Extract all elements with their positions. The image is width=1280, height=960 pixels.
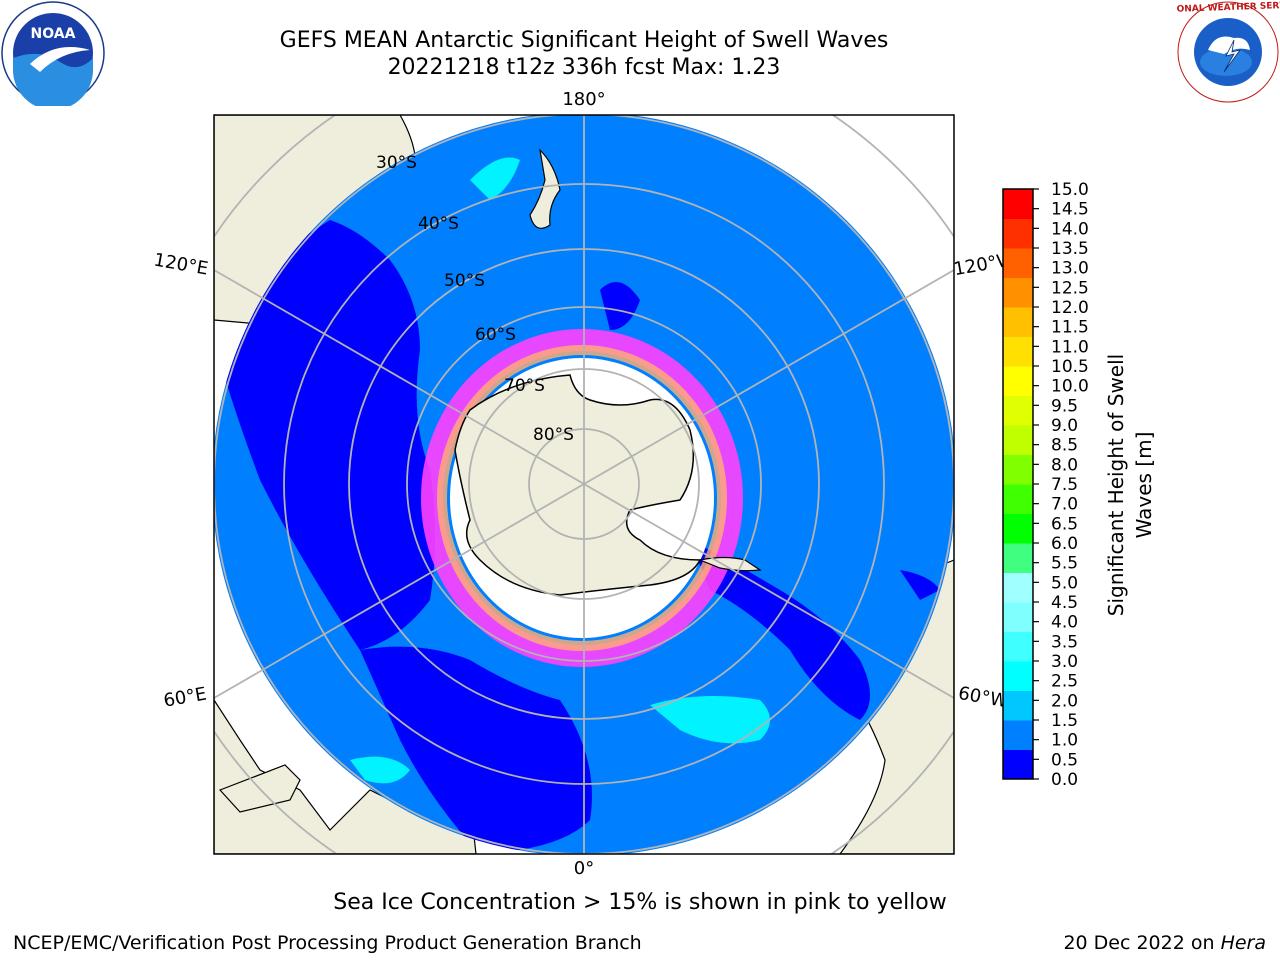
colorbar-segment bbox=[1003, 277, 1033, 308]
lat-label-30s: 30°S bbox=[376, 153, 417, 173]
lat-label-80s: 80°S bbox=[533, 425, 574, 445]
lat-label-60s: 60°S bbox=[475, 325, 516, 345]
colorbar-segment bbox=[1003, 543, 1033, 573]
colorbar-tick-label: 0.0 bbox=[1051, 770, 1078, 790]
map-area: 30°S 40°S 50°S 60°S 70°S 80°S bbox=[214, 115, 954, 854]
colorbar-tick-label: 9.5 bbox=[1051, 396, 1078, 416]
colorbar-tick-label: 6.0 bbox=[1051, 534, 1078, 554]
nws-logo: NATIONAL WEATHER SERVICE bbox=[1176, 0, 1280, 103]
colorbar-segment bbox=[1003, 602, 1033, 632]
colorbar-label-line1: Significant Height of Swell bbox=[1104, 354, 1128, 616]
colorbar-label-line2: Waves [m] bbox=[1132, 432, 1156, 539]
colorbar-tick-label: 11.0 bbox=[1051, 337, 1089, 357]
graticule bbox=[214, 115, 954, 854]
chart-title: GEFS MEAN Antarctic Significant Height o… bbox=[279, 28, 889, 53]
nws-logo-text: NATIONAL WEATHER SERVICE bbox=[1176, 0, 1280, 15]
colorbar-segment bbox=[1003, 366, 1033, 396]
colorbar-segment bbox=[1003, 336, 1033, 367]
swell-mid-regions bbox=[350, 157, 770, 784]
colorbar-segment bbox=[1003, 513, 1033, 544]
credit-host: Hera bbox=[1220, 932, 1266, 954]
lat-label-50s: 50°S bbox=[444, 271, 485, 291]
colorbar-tick-label: 12.0 bbox=[1051, 298, 1089, 318]
colorbar-tick-label: 3.0 bbox=[1051, 652, 1078, 672]
map-frame bbox=[213, 114, 955, 855]
colorbar-tick-label: 1.0 bbox=[1051, 731, 1078, 751]
colorbar-tick-label: 7.5 bbox=[1051, 475, 1078, 495]
colorbar-segment bbox=[1003, 218, 1033, 249]
lon-label-60e: 60°E bbox=[162, 683, 208, 711]
colorbar-tick-label: 10.0 bbox=[1051, 377, 1089, 397]
credit-date: 20 Dec 2022 on Hera bbox=[1063, 932, 1266, 954]
lon-label-120e: 120°E bbox=[152, 249, 210, 279]
colorbar-tick-label: 5.0 bbox=[1051, 573, 1078, 593]
colorbar-tick-label: 10.5 bbox=[1051, 357, 1089, 377]
colorbar-tick-label: 9.0 bbox=[1051, 416, 1078, 436]
colorbar-segment bbox=[1003, 631, 1033, 662]
colorbar-tick-label: 14.5 bbox=[1051, 200, 1089, 220]
sea-ice-note: Sea Ice Concentration > 15% is shown in … bbox=[333, 890, 947, 915]
colorbar-tick-label: 14.0 bbox=[1051, 219, 1089, 239]
colorbar-tick-label: 6.5 bbox=[1051, 514, 1078, 534]
colorbar-segment bbox=[1003, 661, 1033, 691]
colorbar-tick-label: 12.5 bbox=[1051, 278, 1089, 298]
antarctica bbox=[454, 374, 702, 596]
colorbar: 0.00.51.01.52.02.53.03.54.04.55.05.56.06… bbox=[1002, 180, 1089, 790]
colorbar-segment bbox=[1003, 189, 1033, 219]
new-zealand bbox=[529, 148, 561, 229]
colorbar-segment bbox=[1003, 749, 1033, 780]
colorbar-tick-label: 7.0 bbox=[1051, 495, 1078, 515]
colorbar-tick-label: 11.5 bbox=[1051, 318, 1089, 338]
colorbar-tick-label: 1.5 bbox=[1051, 711, 1078, 731]
colorbar-segment bbox=[1003, 690, 1033, 721]
credit-date-text: 20 Dec 2022 on bbox=[1063, 932, 1221, 954]
noaa-logo-text: NOAA bbox=[31, 26, 76, 42]
colorbar-segment bbox=[1003, 484, 1033, 514]
colorbar-segment bbox=[1003, 572, 1033, 603]
colorbar-tick-label: 15.0 bbox=[1051, 180, 1089, 200]
lon-label-180: 180° bbox=[562, 89, 605, 110]
colorbar-segment bbox=[1003, 395, 1033, 426]
colorbar-segment bbox=[1003, 720, 1033, 750]
colorbar-tick-label: 13.5 bbox=[1051, 239, 1089, 259]
colorbar-tick-label: 8.5 bbox=[1051, 436, 1078, 456]
colorbar-tick-label: 13.0 bbox=[1051, 259, 1089, 279]
lat-label-70s: 70°S bbox=[504, 376, 545, 396]
colorbar-tick-label: 8.0 bbox=[1051, 455, 1078, 475]
noaa-logo: NOAA bbox=[1, 1, 105, 106]
colorbar-tick-label: 3.5 bbox=[1051, 632, 1078, 652]
colorbar-segment bbox=[1003, 425, 1033, 455]
colorbar-tick-label: 2.5 bbox=[1051, 672, 1078, 692]
credit-branch: NCEP/EMC/Verification Post Processing Pr… bbox=[13, 932, 642, 954]
colorbar-segment bbox=[1003, 248, 1033, 278]
colorbar-tick-label: 2.0 bbox=[1051, 691, 1078, 711]
colorbar-tick-label: 4.5 bbox=[1051, 593, 1078, 613]
lon-label-0: 0° bbox=[574, 858, 594, 879]
lat-label-40s: 40°S bbox=[418, 214, 459, 234]
colorbar-tick-label: 0.5 bbox=[1051, 750, 1078, 770]
swell-low-regions bbox=[214, 220, 940, 854]
colorbar-segment bbox=[1003, 307, 1033, 337]
colorbar-tick-label: 5.5 bbox=[1051, 554, 1078, 574]
colorbar-segment bbox=[1003, 454, 1033, 485]
lon-label-60w: 60°W bbox=[957, 683, 1010, 712]
chart-subtitle: 20221218 t12z 336h fcst Max: 1.23 bbox=[387, 55, 781, 80]
colorbar-tick-label: 4.0 bbox=[1051, 613, 1078, 633]
